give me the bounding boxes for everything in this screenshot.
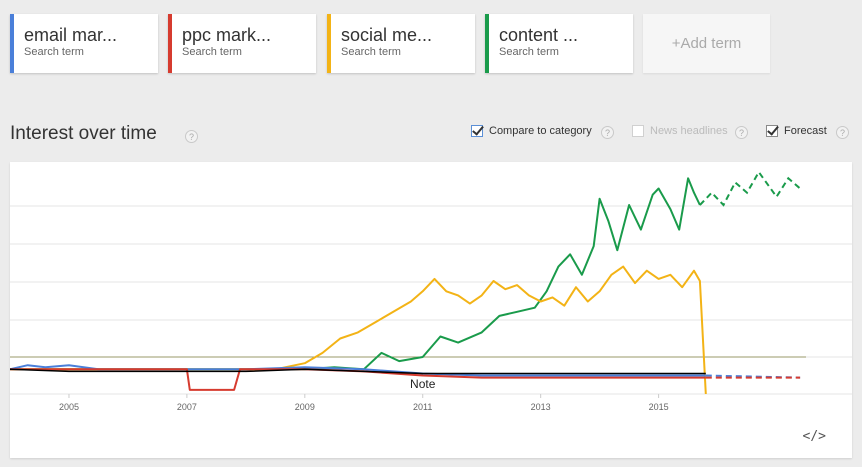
series-line <box>10 265 707 395</box>
term-subtitle: Search term <box>341 46 401 58</box>
term-card-ppc[interactable]: ppc mark... Search term <box>168 14 316 73</box>
term-color-bar <box>10 14 14 73</box>
compare-checkbox[interactable] <box>471 123 484 137</box>
check-icon <box>767 123 779 136</box>
embed-code-icon[interactable]: </> <box>802 429 826 444</box>
help-icon[interactable]: ? <box>735 126 748 139</box>
series-forecast-line <box>699 170 801 207</box>
series-line <box>10 364 706 377</box>
term-subtitle: Search term <box>182 46 242 58</box>
x-tick-label: 2009 <box>295 402 315 412</box>
news-checkbox[interactable] <box>632 125 644 137</box>
term-label: social me... <box>341 25 433 45</box>
section-title: Interest over time <box>10 123 157 144</box>
x-tick-label: 2013 <box>531 402 551 412</box>
term-label: ppc mark... <box>182 25 272 45</box>
x-tick-label: 2007 <box>177 402 197 412</box>
note-annotation: Note <box>410 377 436 391</box>
check-icon <box>472 123 484 136</box>
add-term-button[interactable]: +Add term <box>643 14 770 73</box>
term-label: email mar... <box>24 25 118 45</box>
help-icon[interactable]: ? <box>836 126 849 139</box>
series-forecast-line <box>705 374 801 379</box>
forecast-option[interactable]: Forecast <box>766 123 827 137</box>
interest-over-time-chart[interactable]: 2005 2007 2009 2011 2013 2015 Note </> <box>10 162 852 458</box>
term-color-bar <box>327 14 331 73</box>
news-headlines-option[interactable]: News headlines <box>632 125 728 137</box>
term-color-bar <box>168 14 172 73</box>
term-card-content[interactable]: content ... Search term <box>485 14 633 73</box>
series-line <box>10 368 706 375</box>
series-line <box>10 368 706 391</box>
term-card-email[interactable]: email mar... Search term <box>10 14 158 73</box>
series-line <box>10 177 701 371</box>
x-tick-label: 2011 <box>413 402 432 412</box>
compare-to-category-option[interactable]: Compare to category <box>471 123 592 137</box>
compare-label: Compare to category <box>489 125 592 137</box>
term-color-bar <box>485 14 489 73</box>
news-label: News headlines <box>650 125 728 137</box>
x-tick-label: 2015 <box>649 402 669 412</box>
forecast-label: Forecast <box>784 125 827 137</box>
term-subtitle: Search term <box>24 46 84 58</box>
chart-svg: 2005 2007 2009 2011 2013 2015 Note <box>10 170 852 412</box>
x-tick-label: 2005 <box>59 402 79 412</box>
term-card-social[interactable]: social me... Search term <box>327 14 475 73</box>
help-icon[interactable]: ? <box>185 130 198 143</box>
term-label: content ... <box>499 25 579 45</box>
term-subtitle: Search term <box>499 46 559 58</box>
help-icon[interactable]: ? <box>601 126 614 139</box>
forecast-checkbox[interactable] <box>766 123 779 137</box>
